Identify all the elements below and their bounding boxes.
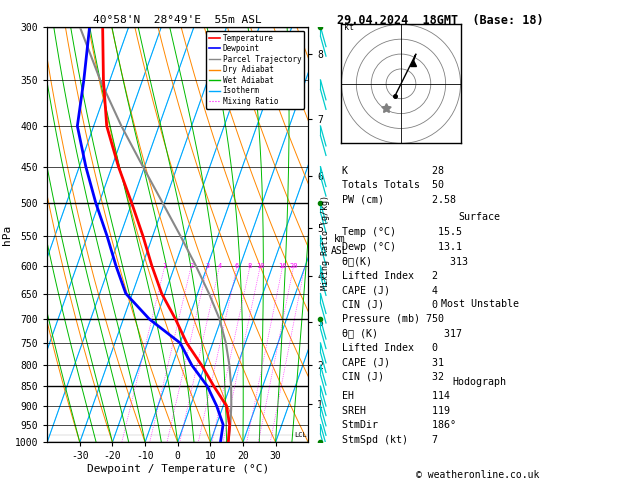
Text: LCL: LCL bbox=[294, 432, 306, 438]
Text: 20: 20 bbox=[289, 263, 298, 269]
Y-axis label: hPa: hPa bbox=[2, 225, 12, 244]
Y-axis label: km
ASL: km ASL bbox=[331, 235, 348, 256]
Text: 2: 2 bbox=[189, 263, 193, 269]
Text: 4: 4 bbox=[218, 263, 221, 269]
Text: © weatheronline.co.uk: © weatheronline.co.uk bbox=[416, 470, 540, 480]
Text: CIN (J)        32: CIN (J) 32 bbox=[342, 372, 443, 382]
Text: Lifted Index   0: Lifted Index 0 bbox=[342, 343, 438, 353]
Text: 6: 6 bbox=[235, 263, 239, 269]
Text: 10: 10 bbox=[256, 263, 265, 269]
Text: Most Unstable: Most Unstable bbox=[440, 299, 519, 309]
Text: Temp (°C)       15.5: Temp (°C) 15.5 bbox=[342, 227, 462, 237]
Text: θᴇ (K)           317: θᴇ (K) 317 bbox=[342, 328, 462, 338]
Title: 40°58'N  28°49'E  55m ASL: 40°58'N 28°49'E 55m ASL bbox=[93, 15, 262, 25]
Text: Hodograph: Hodograph bbox=[453, 377, 506, 387]
Text: PW (cm)        2.58: PW (cm) 2.58 bbox=[342, 195, 455, 205]
Text: EH             114: EH 114 bbox=[342, 391, 450, 401]
Text: Dewp (°C)       13.1: Dewp (°C) 13.1 bbox=[342, 242, 462, 252]
Text: θᴇ(K)             313: θᴇ(K) 313 bbox=[342, 256, 467, 266]
Text: 16: 16 bbox=[279, 263, 287, 269]
Text: Mixing Ratio (g/kg): Mixing Ratio (g/kg) bbox=[321, 195, 330, 291]
Text: CAPE (J)       31: CAPE (J) 31 bbox=[342, 357, 443, 367]
Text: kt: kt bbox=[345, 23, 354, 32]
Legend: Temperature, Dewpoint, Parcel Trajectory, Dry Adiabat, Wet Adiabat, Isotherm, Mi: Temperature, Dewpoint, Parcel Trajectory… bbox=[206, 31, 304, 109]
Text: StmSpd (kt)    7: StmSpd (kt) 7 bbox=[342, 435, 438, 445]
Text: StmDir         186°: StmDir 186° bbox=[342, 420, 455, 431]
Text: Pressure (mb) 750: Pressure (mb) 750 bbox=[342, 313, 443, 324]
Text: 3: 3 bbox=[206, 263, 209, 269]
Text: Surface: Surface bbox=[459, 212, 501, 223]
Text: K              28: K 28 bbox=[342, 166, 443, 176]
X-axis label: Dewpoint / Temperature (°C): Dewpoint / Temperature (°C) bbox=[87, 464, 269, 474]
Text: Lifted Index   2: Lifted Index 2 bbox=[342, 271, 438, 281]
Text: 29.04.2024  18GMT  (Base: 18): 29.04.2024 18GMT (Base: 18) bbox=[337, 14, 543, 27]
Text: Totals Totals  50: Totals Totals 50 bbox=[342, 180, 443, 191]
Text: CAPE (J)       4: CAPE (J) 4 bbox=[342, 285, 438, 295]
Text: SREH           119: SREH 119 bbox=[342, 406, 450, 416]
Text: 1: 1 bbox=[163, 263, 167, 269]
Text: CIN (J)        0: CIN (J) 0 bbox=[342, 300, 438, 310]
Text: 8: 8 bbox=[248, 263, 252, 269]
